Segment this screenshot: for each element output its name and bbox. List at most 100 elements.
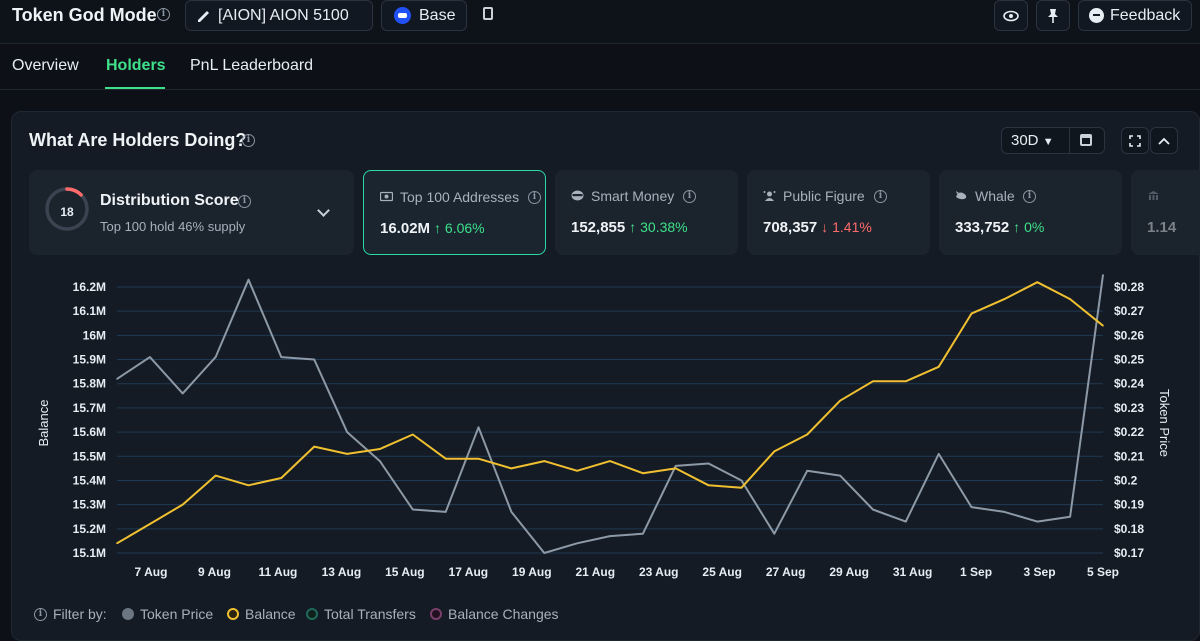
info-icon[interactable]: i	[34, 607, 47, 621]
token-price-point	[181, 392, 184, 395]
active-tab-indicator	[105, 87, 165, 89]
distribution-score-card[interactable]: 18 Distribution Score i Top 100 hold 46%…	[29, 170, 354, 255]
balance-point	[477, 457, 480, 460]
x-tick: 17 Aug	[449, 565, 489, 579]
period-value[interactable]: 30D ▼	[1011, 132, 1054, 149]
x-tick: 15 Aug	[385, 565, 425, 579]
distribution-title: Distribution Score	[100, 192, 239, 209]
y-tick-left: 15.5M	[73, 449, 106, 463]
token-price-point	[1102, 274, 1104, 276]
copy-icon[interactable]	[483, 7, 493, 20]
top-bar: Token God Mode i [AION] AION 5100 Base F…	[0, 0, 1200, 44]
legend-dot	[227, 608, 239, 620]
chain-selector[interactable]: Base	[381, 0, 467, 31]
legend-token-price[interactable]: Token Price	[122, 606, 213, 622]
balance-point	[1003, 298, 1006, 300]
token-price-point	[346, 431, 348, 433]
y-tick-left: 15.9M	[73, 353, 106, 367]
x-tick: 11 Aug	[258, 565, 297, 579]
collapse-button[interactable]	[1150, 127, 1178, 154]
chevron-down-icon[interactable]	[317, 204, 330, 217]
y-tick-left: 15.1M	[73, 546, 106, 560]
y-tick-left: 16.1M	[73, 304, 106, 318]
top-100-addresses-card[interactable]: Top 100 Addresses i 16.02M ↑ 6.06%	[363, 170, 546, 255]
pin-button[interactable]	[1036, 0, 1070, 31]
balance-point	[740, 486, 743, 489]
calendar-icon[interactable]	[1080, 134, 1092, 146]
info-icon[interactable]: i	[242, 134, 255, 147]
token-price-point	[1069, 515, 1071, 518]
y-tick-right: $0.27	[1114, 304, 1144, 318]
public-figure-card[interactable]: Public Figure i 708,357 ↓ 1.41%	[747, 170, 930, 255]
token-price-point	[543, 552, 546, 554]
feedback-button[interactable]: Feedback	[1078, 0, 1192, 31]
balance-point	[116, 542, 118, 545]
balance-point	[905, 380, 907, 383]
bank-icon	[1148, 191, 1159, 200]
distribution-gauge	[45, 187, 89, 231]
balance-point	[313, 445, 316, 448]
token-label: [AION] AION 5100	[218, 6, 349, 24]
watch-button[interactable]	[994, 0, 1028, 31]
token-price-point	[379, 460, 381, 462]
x-tick: 13 Aug	[322, 565, 362, 579]
tab-pnl-leaderboard[interactable]: PnL Leaderboard	[190, 57, 314, 74]
distribution-subtitle: Top 100 hold 46% supply	[100, 219, 246, 234]
tab-holders[interactable]: Holders	[106, 57, 166, 74]
smart-money-card[interactable]: Smart Money i 152,855 ↑ 30.38%	[555, 170, 738, 255]
info-icon[interactable]: i	[874, 190, 887, 203]
balance-point	[839, 399, 841, 402]
token-price-point	[609, 535, 611, 537]
balance-point	[181, 503, 184, 506]
x-tick: 29 Aug	[829, 565, 869, 579]
token-price-point	[214, 356, 217, 358]
card-label: Public Figure	[783, 188, 865, 204]
whale-card[interactable]: Whale i 333,752 ↑ 0%	[939, 170, 1122, 255]
legend-total-transfers[interactable]: Total Transfers	[306, 606, 416, 622]
card-value: 1.14	[1147, 219, 1177, 236]
token-price-point	[937, 453, 940, 455]
info-icon[interactable]: i	[528, 191, 541, 204]
balance-point	[280, 477, 283, 479]
card-label: Top 100 Addresses	[400, 189, 520, 205]
x-tick: 31 Aug	[893, 565, 933, 579]
token-price-point	[510, 511, 513, 513]
info-icon[interactable]: i	[157, 8, 170, 21]
balance-point	[937, 366, 940, 368]
legend-balance-changes[interactable]: Balance Changes	[430, 606, 559, 622]
x-tick: 1 Sep	[960, 565, 992, 579]
token-price-point	[806, 470, 808, 472]
legend-balance[interactable]: Balance	[227, 606, 296, 622]
tab-overview[interactable]: Overview	[12, 57, 79, 74]
period-selector[interactable]: 30D ▼	[1001, 127, 1105, 154]
x-tick: 7 Aug	[135, 565, 168, 579]
legend-dot	[306, 608, 318, 620]
token-price-point	[1003, 511, 1006, 513]
holders-chart[interactable]: 15.1M 15.2M 15.3M 15.4M 15.5M 15.6M 15.7M 15.8M…	[0, 270, 1200, 590]
card-change: ↑ 6.06%	[434, 220, 485, 236]
balance-point	[214, 474, 217, 477]
whale-icon	[956, 191, 967, 200]
info-icon[interactable]: i	[238, 195, 251, 208]
y-tick-right: $0.25	[1114, 353, 1144, 367]
token-price-point	[1036, 520, 1039, 523]
smart-money-icon	[571, 190, 584, 201]
card-change: ↑ 30.38%	[629, 219, 688, 235]
app-title: Token God Mode	[12, 5, 157, 25]
info-icon[interactable]: i	[683, 190, 696, 203]
x-tick: 25 Aug	[702, 565, 742, 579]
more-card[interactable]: 1.14	[1131, 170, 1200, 255]
token-price-point	[477, 426, 480, 429]
balance-point	[510, 467, 513, 470]
x-tick: 19 Aug	[512, 565, 552, 579]
balance-point	[247, 484, 250, 487]
token-price-point	[116, 378, 118, 380]
card-label: Smart Money	[591, 188, 675, 204]
y-tick-left: 16M	[83, 328, 106, 342]
token-selector[interactable]: [AION] AION 5100	[185, 0, 373, 31]
legend-dot	[122, 608, 134, 620]
fullscreen-button[interactable]	[1121, 127, 1149, 154]
token-price-line	[116, 274, 1104, 554]
token-price-point	[247, 278, 250, 281]
info-icon[interactable]: i	[1023, 190, 1036, 203]
